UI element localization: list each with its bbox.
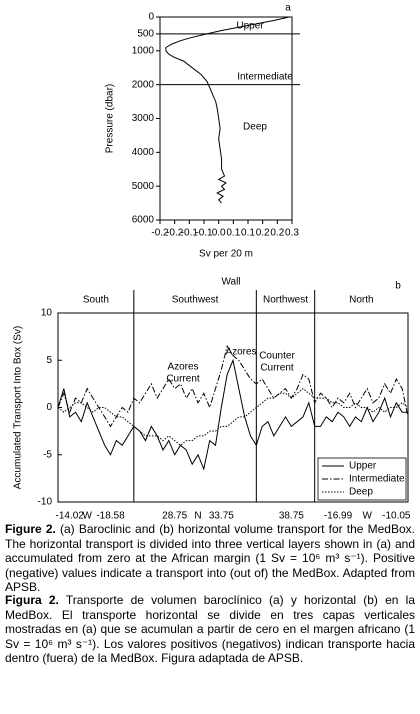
wall-label: Northwest bbox=[263, 295, 308, 306]
layer-label: Intermediate bbox=[237, 71, 293, 82]
caption-es: Figura 2. Transporte de volumen baroclín… bbox=[5, 593, 415, 666]
caption-en: Figure 2. (a) Baroclinic and (b) horizon… bbox=[5, 522, 415, 595]
legend-label: Upper bbox=[349, 461, 377, 472]
caption-label: Figura 2. bbox=[5, 593, 59, 607]
x-tick-label: -0.2 bbox=[151, 228, 169, 239]
series-line bbox=[57, 387, 409, 446]
annotation: Azores bbox=[167, 362, 198, 373]
x-tick-label: -18.58 bbox=[96, 511, 125, 520]
x-tick-label: -0.1 bbox=[181, 228, 199, 239]
x-tick-label: -10.05 bbox=[382, 511, 411, 520]
x-tick-label: W bbox=[82, 511, 92, 520]
x-tick-label: 33.75 bbox=[209, 511, 234, 520]
x-tick-label: 0.1 bbox=[226, 228, 240, 239]
x-tick-label: 0.0 bbox=[212, 228, 226, 239]
x-tick-label: 0.1 bbox=[241, 228, 255, 239]
y-tick-label: 0 bbox=[148, 12, 154, 23]
plot-frame bbox=[159, 16, 293, 221]
x-tick-label: 0.2 bbox=[270, 228, 284, 239]
caption-text: (a) Baroclinic and (b) horizontal volume… bbox=[5, 522, 415, 594]
x-tick-label: 0.3 bbox=[285, 228, 299, 239]
legend-box bbox=[317, 457, 407, 501]
wall-label: Southwest bbox=[172, 295, 219, 306]
x-tick-label: N bbox=[194, 511, 201, 520]
figure: a-0.2-0.2-0.1-0.1 0.0 0.1 0.1 0.2 0.2 0.305001… bbox=[13, 3, 411, 520]
panel-label: b bbox=[395, 281, 401, 292]
y-tick-label: 5 bbox=[46, 355, 52, 366]
x-tick-label: 0.2 bbox=[256, 228, 270, 239]
series-line bbox=[57, 344, 409, 428]
x-tick-label: -0.2 bbox=[166, 228, 184, 239]
x-tick-label: 28.75 bbox=[162, 511, 187, 520]
x-tick-label: -16.99 bbox=[324, 511, 353, 520]
y-tick-label: 5000 bbox=[132, 181, 155, 192]
y-tick-label: -10 bbox=[38, 497, 53, 508]
x-tick-label: -0.1 bbox=[195, 228, 213, 239]
caption-label: Figure 2. bbox=[5, 522, 56, 536]
x-tick-label: -14.02 bbox=[55, 511, 84, 520]
y-tick-label: 500 bbox=[137, 29, 154, 40]
y-tick-label: 10 bbox=[41, 308, 53, 319]
layer-label: Upper bbox=[236, 21, 264, 32]
y-tick-label: 1000 bbox=[132, 45, 155, 56]
annotation: Azores bbox=[225, 347, 256, 358]
wall-label: South bbox=[83, 295, 109, 306]
profile-line bbox=[165, 16, 290, 204]
y-axis-label: Pressure (dbar) bbox=[105, 84, 116, 153]
wall-label: North bbox=[349, 295, 373, 306]
legend-label: Deep bbox=[349, 487, 373, 498]
y-tick-label: 3000 bbox=[132, 113, 155, 124]
caption-text: Transporte de volumen baroclínico (a) y … bbox=[5, 593, 415, 665]
x-tick-label: W bbox=[362, 511, 372, 520]
annotation: Counter bbox=[259, 351, 295, 362]
legend-label: Intermediate bbox=[349, 474, 405, 485]
x-axis-label: Sv per 20 m bbox=[199, 249, 253, 260]
y-tick-label: 4000 bbox=[132, 147, 155, 158]
y-tick-label: -5 bbox=[43, 449, 52, 460]
y-tick-label: 6000 bbox=[132, 215, 155, 226]
chart-title: Wall bbox=[221, 277, 240, 288]
panel-label: a bbox=[285, 3, 291, 14]
y-tick-label: 0 bbox=[46, 402, 52, 413]
annotation: Current bbox=[166, 374, 200, 385]
annotation: Current bbox=[260, 363, 294, 374]
y-axis-label: Accumulated Transport Into Box (Sv) bbox=[13, 326, 24, 489]
x-tick-label: 38.75 bbox=[279, 511, 304, 520]
series-line bbox=[57, 358, 408, 471]
layer-label: Deep bbox=[243, 121, 267, 132]
y-tick-label: 2000 bbox=[132, 79, 155, 90]
